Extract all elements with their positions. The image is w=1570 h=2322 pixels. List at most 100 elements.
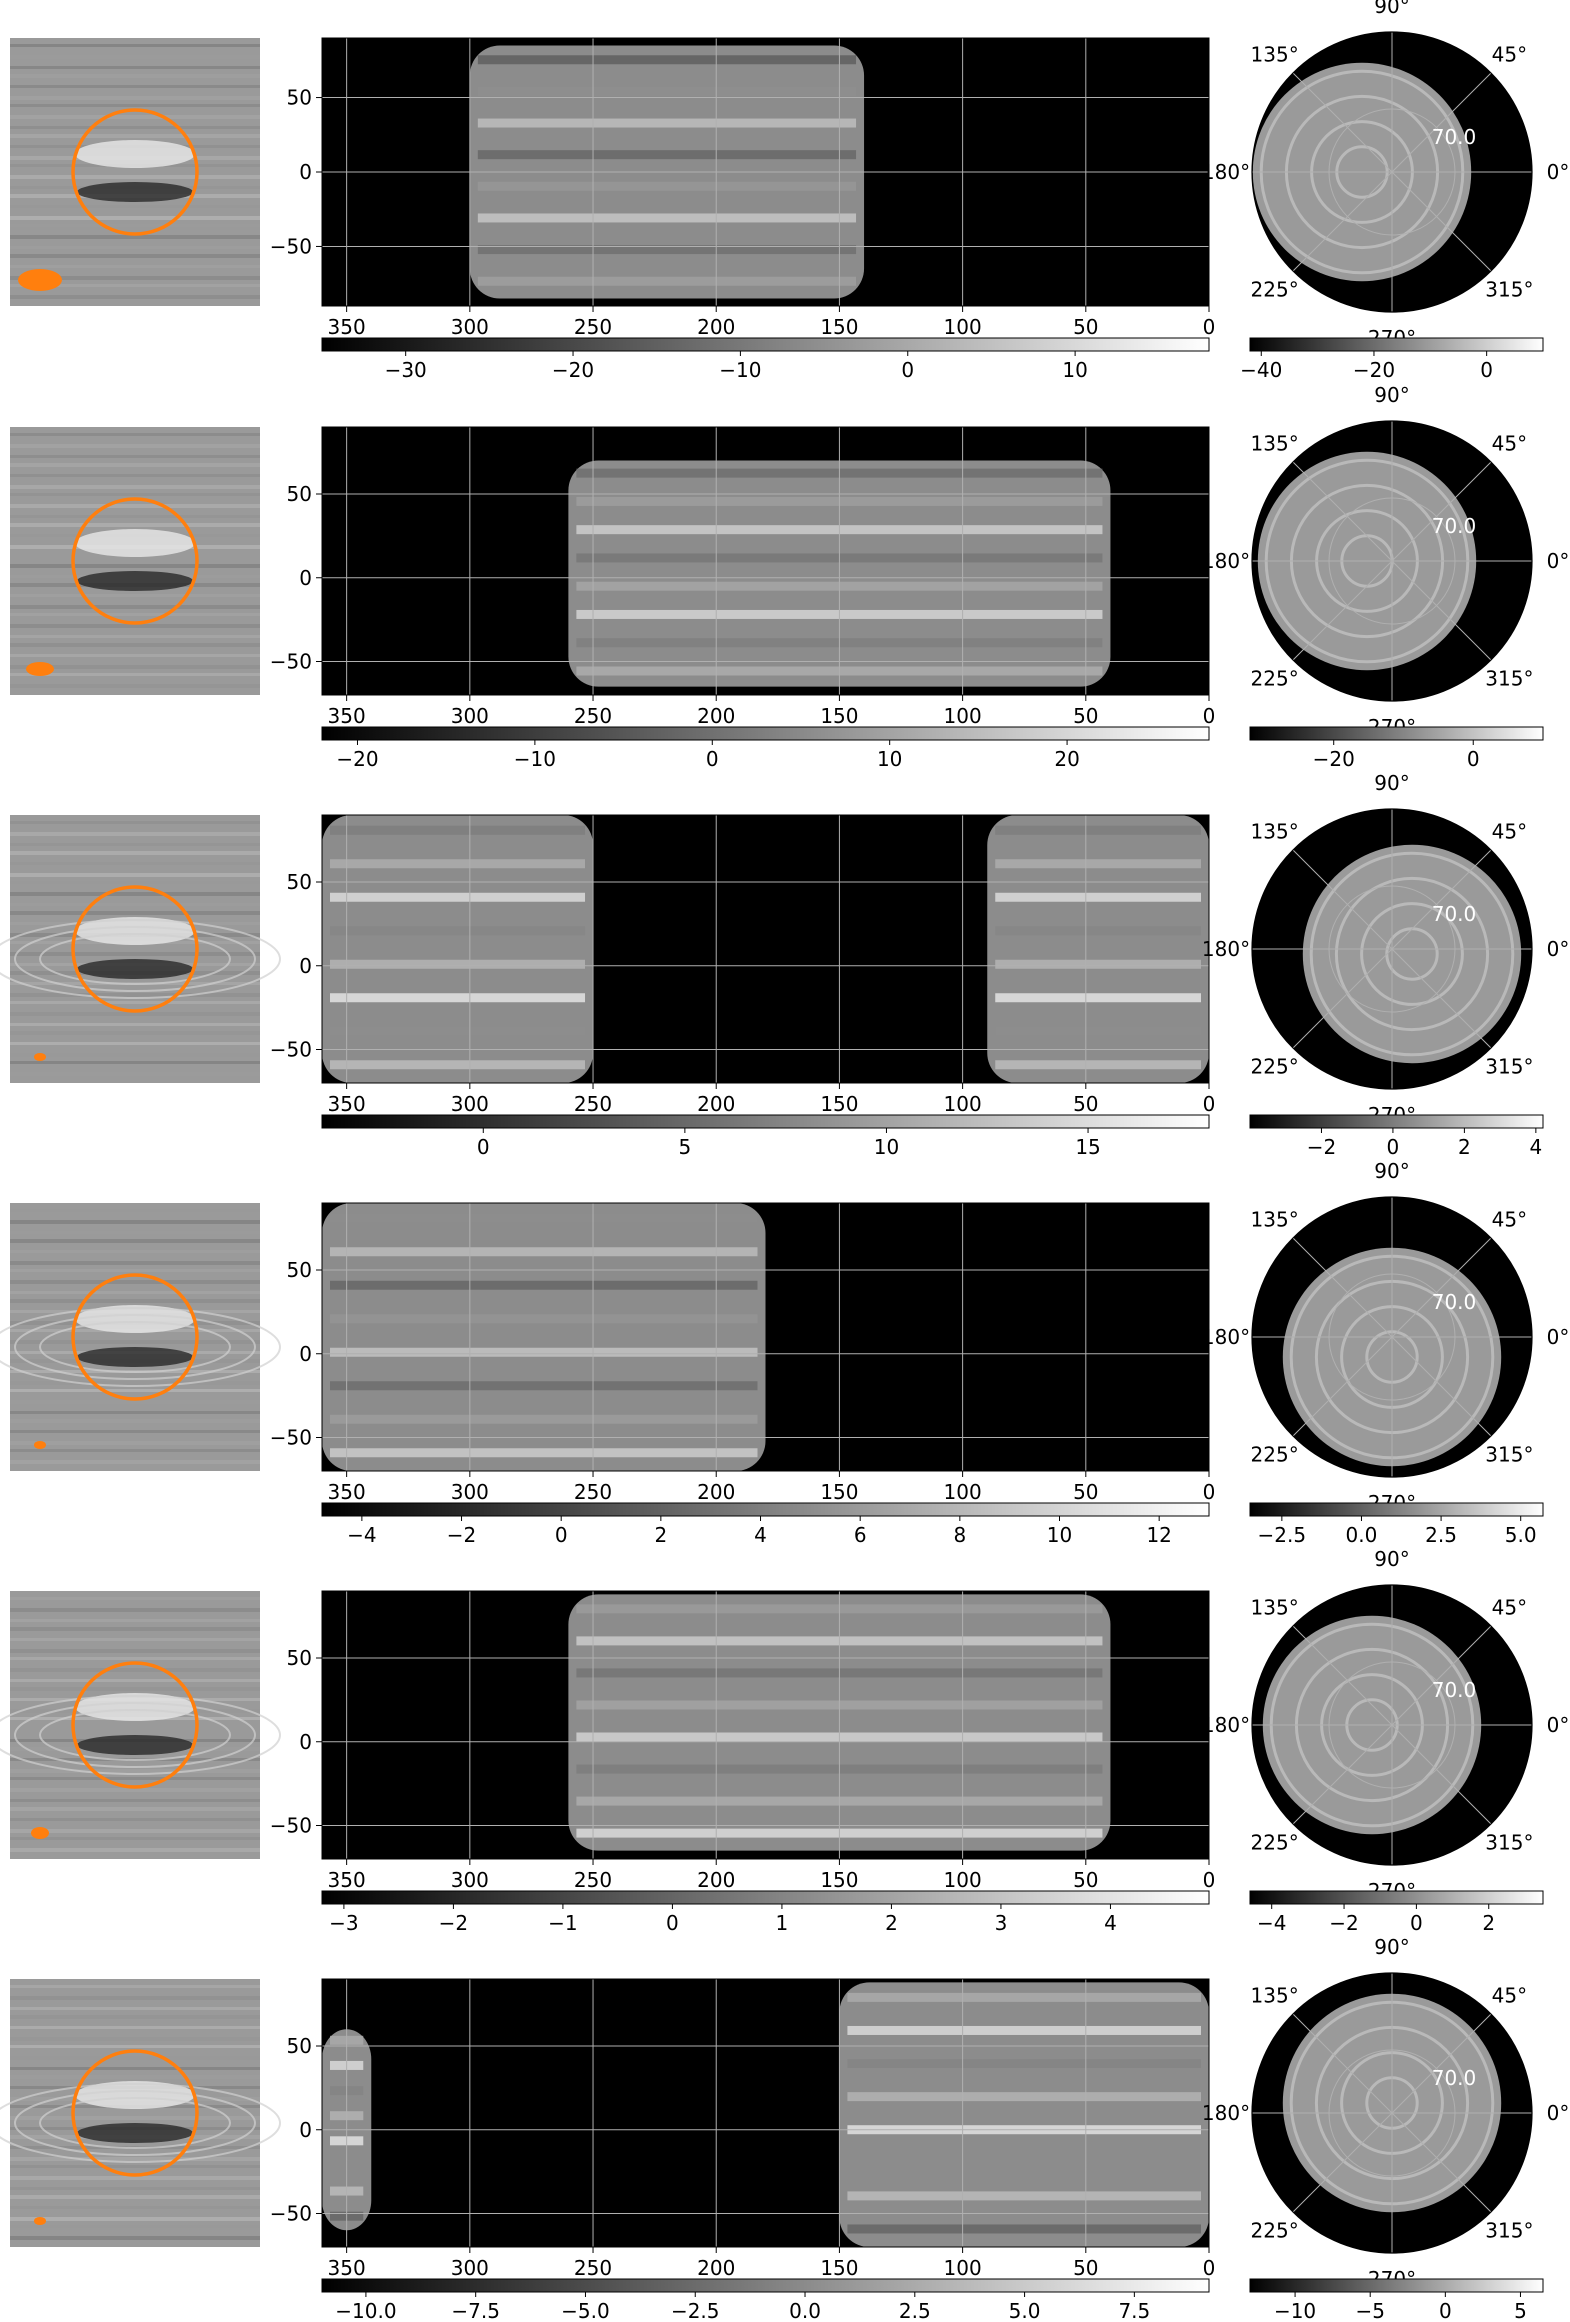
map-band bbox=[995, 893, 1201, 902]
polar-angle-label: 225° bbox=[1251, 1442, 1299, 1466]
map-y-tick-label: −50 bbox=[270, 1814, 312, 1838]
map-colorbar-tick-label: −10 bbox=[514, 747, 556, 771]
sky-texture-stripe bbox=[10, 1649, 260, 1653]
sky-texture-stripe bbox=[10, 85, 260, 88]
sky-texture-stripe bbox=[10, 2015, 260, 2019]
sky-texture-stripe bbox=[10, 1608, 260, 1612]
sky-texture-stripe bbox=[10, 873, 260, 877]
sky-texture-stripe bbox=[10, 1597, 260, 1600]
sky-texture-stripe bbox=[10, 684, 260, 688]
sky-texture-stripe bbox=[10, 1460, 260, 1464]
map-colorbar-tick-label: −3 bbox=[329, 1911, 358, 1935]
polar-colorbar: −2.5 0.0 2.5 5.0 bbox=[1250, 1503, 1543, 1547]
map-band bbox=[478, 87, 856, 96]
polar-angle-label: 90° bbox=[1374, 0, 1409, 18]
map-colorbar-tick-label: 7.5 bbox=[1118, 2299, 1150, 2322]
polar-colorbar-gradient bbox=[1250, 1503, 1543, 1516]
map-colorbar-gradient bbox=[322, 1503, 1209, 1516]
map-band bbox=[478, 119, 856, 128]
sky-texture-stripe bbox=[10, 515, 260, 518]
polar-angle-label: 0° bbox=[1547, 2101, 1570, 2125]
polar-angle-label: 180° bbox=[1202, 1325, 1250, 1349]
sky-texture-stripe bbox=[10, 2056, 260, 2060]
sky-texture-stripe bbox=[10, 44, 260, 47]
polar-colorbar-tick-label: −20 bbox=[1353, 358, 1395, 382]
polar-angle-label: 135° bbox=[1251, 432, 1299, 456]
polar-colorbar: −20 0 bbox=[1250, 727, 1543, 771]
sky-texture-stripe bbox=[10, 2165, 260, 2168]
map-band bbox=[847, 2158, 1201, 2167]
polar-angle-label: 45° bbox=[1492, 432, 1527, 456]
sky-texture-stripe bbox=[10, 2217, 260, 2221]
map-x-tick-label: 50 bbox=[1073, 1868, 1098, 1892]
map-colorbar-tick-label: 0.0 bbox=[789, 2299, 821, 2322]
map-x-tick-label: 200 bbox=[697, 2256, 735, 2280]
polar-radial-label: 70.0 bbox=[1432, 1290, 1477, 1314]
sky-image-panel bbox=[0, 1203, 280, 1471]
sky-texture-stripe bbox=[10, 1627, 260, 1631]
sky-texture-stripe bbox=[10, 216, 260, 220]
polar-angle-label: 45° bbox=[1492, 1596, 1527, 1620]
sky-texture-stripe bbox=[10, 1728, 260, 1732]
sky-texture-stripe bbox=[10, 1042, 260, 1045]
map-colorbar: 0 5 10 15 bbox=[322, 1115, 1209, 1159]
map-band bbox=[330, 1247, 758, 1256]
map-x-tick-label: 50 bbox=[1073, 2256, 1098, 2280]
sky-texture-stripe bbox=[10, 1837, 260, 1840]
sky-texture-stripe bbox=[10, 175, 260, 179]
map-colorbar-gradient bbox=[322, 338, 1209, 351]
sky-texture-stripe bbox=[10, 2116, 260, 2120]
sky-image-panel bbox=[10, 427, 260, 695]
sky-image-panel bbox=[0, 1979, 280, 2247]
row-4: 350 300 250 200 150 100 50 0500−50−4 −2 0 2 4 6 8 10 12… bbox=[0, 1159, 1569, 1547]
map-y-tick-label: 0 bbox=[299, 566, 312, 590]
map-x-tick-label: 250 bbox=[574, 1868, 612, 1892]
polar-angle-label: 225° bbox=[1251, 277, 1299, 301]
polar-angle-label: 315° bbox=[1485, 1442, 1533, 1466]
sky-image-panel bbox=[0, 815, 280, 1083]
map-x-tick-label: 200 bbox=[697, 1092, 735, 1116]
map-y-tick-label: −50 bbox=[270, 1038, 312, 1062]
map-colorbar-tick-label: 5 bbox=[678, 1135, 691, 1159]
row-5: 350 300 250 200 150 100 50 0500−50−3 −2 −1 0 1 2 3 490… bbox=[0, 1547, 1569, 1935]
sky-texture-stripe bbox=[10, 485, 260, 489]
polar-angle-label: 45° bbox=[1492, 1984, 1527, 2008]
map-band bbox=[330, 993, 585, 1002]
map-y-tick-label: 50 bbox=[287, 1646, 312, 1670]
map-x-tick-label: 150 bbox=[820, 704, 858, 728]
polar-angle-label: 225° bbox=[1251, 1830, 1299, 1854]
map-y-tick-label: 50 bbox=[287, 2034, 312, 2058]
polar-radial-label: 70.0 bbox=[1432, 514, 1477, 538]
map-x-tick-label: 300 bbox=[451, 2256, 489, 2280]
sky-texture-stripe bbox=[10, 1261, 260, 1265]
map-band bbox=[330, 1348, 758, 1357]
polar-map: 90°45°0°315°270°225°180°135°70.0 bbox=[1202, 0, 1569, 350]
map-x-tick-label: 0 bbox=[1203, 2256, 1216, 2280]
map-band bbox=[330, 1281, 758, 1290]
polar-colorbar: −4 −2 0 2 bbox=[1250, 1891, 1543, 1935]
map-colorbar-tick-label: −4 bbox=[347, 1523, 376, 1547]
longitude-latitude-map: 350 300 250 200 150 100 50 0500−50 bbox=[270, 1203, 1216, 1504]
map-colorbar-tick-label: −10.0 bbox=[335, 2299, 396, 2322]
map-band bbox=[330, 893, 585, 902]
sky-texture-stripe bbox=[10, 892, 260, 896]
map-colorbar: −3 −2 −1 0 1 2 3 4 bbox=[322, 1891, 1209, 1935]
polar-angle-label: 135° bbox=[1251, 1596, 1299, 1620]
polar-angle-label: 90° bbox=[1374, 1935, 1409, 1959]
map-x-tick-label: 350 bbox=[328, 704, 366, 728]
map-y-tick-label: −50 bbox=[270, 650, 312, 674]
map-x-tick-label: 350 bbox=[328, 1092, 366, 1116]
longitude-latitude-map: 350 300 250 200 150 100 50 0500−50 bbox=[270, 1979, 1216, 2280]
map-band bbox=[330, 826, 585, 835]
sky-texture-stripe bbox=[10, 66, 260, 69]
map-colorbar-tick-label: 3 bbox=[995, 1911, 1008, 1935]
sky-texture-stripe bbox=[10, 1053, 260, 1057]
map-colorbar-tick-label: 8 bbox=[953, 1523, 966, 1547]
map-band bbox=[330, 926, 585, 935]
map-x-tick-label: 300 bbox=[451, 1092, 489, 1116]
sky-texture-stripe bbox=[10, 126, 260, 129]
polar-colorbar-gradient bbox=[1250, 2279, 1543, 2292]
map-x-tick-label: 0 bbox=[1203, 1868, 1216, 1892]
map-band bbox=[847, 2191, 1201, 2200]
sky-texture-stripe bbox=[10, 2195, 260, 2199]
